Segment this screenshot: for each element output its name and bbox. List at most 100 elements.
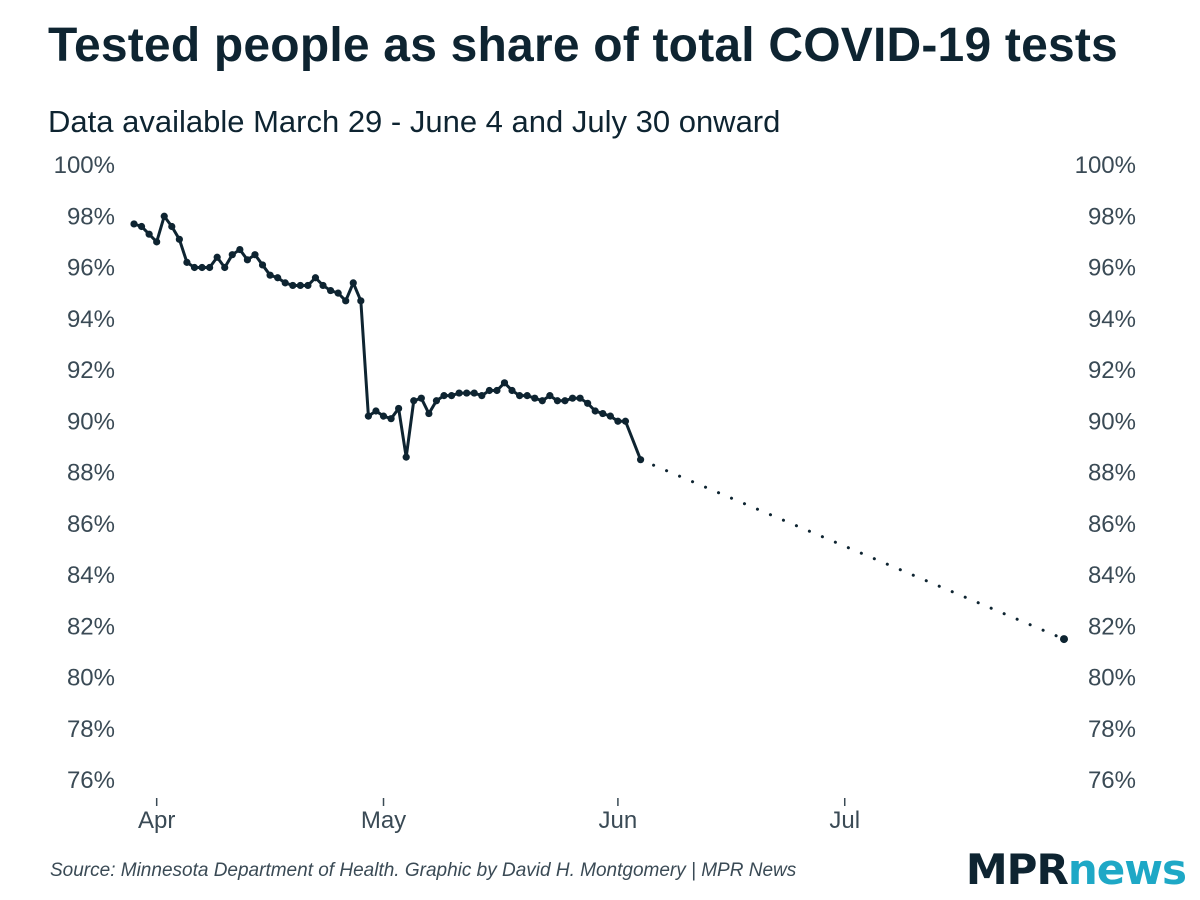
data-point: [258, 261, 267, 269]
data-point: [516, 392, 524, 400]
data-point: [334, 289, 342, 297]
data-point: [621, 417, 630, 425]
data-point: [1060, 635, 1068, 644]
data-point: [508, 386, 516, 395]
x-tick-label: May: [361, 807, 406, 834]
data-point: [349, 279, 357, 287]
data-point: [372, 407, 380, 415]
data-point: [342, 297, 350, 305]
x-tick-label: Jul: [829, 807, 860, 834]
y-tick-label-left: 78%: [67, 716, 115, 743]
y-tick-label-left: 86%: [67, 511, 115, 538]
x-axis-ticks: Apr May Jun Jul: [138, 798, 860, 834]
y-tick-label-right: 78%: [1088, 716, 1136, 743]
data-point: [175, 235, 183, 243]
data-point: [236, 245, 244, 254]
y-tick-label-right: 92%: [1088, 357, 1136, 384]
data-point: [296, 281, 304, 290]
y-tick-label-left: 100%: [54, 152, 115, 179]
data-point: [326, 286, 335, 295]
data-point: [145, 230, 153, 238]
y-tick-label-left: 76%: [67, 767, 115, 794]
data-point: [500, 379, 509, 387]
data-point: [221, 263, 229, 272]
data-point: [213, 253, 221, 261]
data-point: [364, 412, 372, 420]
data-point: [281, 279, 289, 287]
y-axis-right-labels: 100% 98% 96% 94% 92% 90% 88% 86% 84% 82% 80% 78% 76%: [1075, 152, 1136, 794]
data-point: [470, 389, 478, 397]
chart-title: Tested people as share of total COVID-19…: [48, 19, 1118, 72]
y-tick-label-left: 82%: [67, 613, 115, 640]
y-tick-label-left: 98%: [67, 203, 115, 230]
data-point: [614, 417, 622, 425]
data-point: [584, 399, 592, 407]
y-tick-label-left: 92%: [67, 357, 115, 384]
data-point: [455, 389, 463, 397]
data-point: [304, 281, 312, 290]
data-point: [243, 256, 252, 264]
data-point: [463, 389, 471, 397]
y-tick-label-left: 88%: [67, 460, 115, 487]
data-point: [274, 274, 282, 282]
logo-news: news: [1067, 845, 1187, 894]
data-point: [425, 409, 433, 418]
series-line: [133, 214, 642, 461]
y-tick-label-right: 84%: [1088, 562, 1136, 589]
y-tick-label-right: 94%: [1088, 306, 1136, 333]
data-point: [432, 397, 441, 405]
data-point: [410, 397, 418, 405]
y-tick-label-right: 90%: [1088, 408, 1136, 435]
data-point: [523, 392, 531, 400]
logo-mpr: MPR: [965, 845, 1069, 894]
data-point: [206, 263, 214, 272]
gap-dotted-line: [639, 458, 1066, 641]
data-point: [485, 386, 493, 395]
data-point: [417, 394, 425, 402]
data-point: [183, 258, 191, 266]
y-tick-label-left: 80%: [67, 665, 115, 692]
y-tick-label-right: 100%: [1075, 152, 1136, 179]
data-point: [553, 397, 562, 405]
data-point: [591, 407, 599, 415]
y-tick-label-left: 94%: [67, 306, 115, 333]
data-point: [402, 453, 410, 461]
y-tick-label-left: 84%: [67, 562, 115, 589]
data-point: [568, 394, 577, 402]
y-tick-label-right: 76%: [1088, 767, 1136, 794]
data-point: [198, 263, 206, 272]
data-point: [531, 394, 539, 402]
data-point: [289, 281, 297, 290]
data-point: [387, 415, 395, 423]
y-tick-label-right: 96%: [1088, 255, 1136, 282]
data-point: [576, 394, 584, 402]
data-point: [561, 397, 569, 405]
mpr-news-logo: MPRnews: [965, 845, 1187, 894]
data-point: [538, 397, 546, 405]
x-tick-label: Apr: [138, 807, 175, 834]
data-point: [190, 263, 199, 272]
data-point: [319, 281, 327, 290]
data-point: [153, 238, 161, 246]
data-point: [493, 386, 501, 395]
y-tick-label-right: 98%: [1088, 203, 1136, 230]
data-point: [606, 412, 614, 420]
y-tick-label-right: 80%: [1088, 665, 1136, 692]
data-point: [447, 392, 456, 400]
y-axis-left-labels: 100% 98% 96% 94% 92% 90% 88% 86% 84% 82% 80% 78% 76%: [54, 152, 115, 794]
data-point: [311, 274, 320, 282]
data-point: [251, 251, 259, 259]
data-point: [395, 404, 403, 413]
data-point: [379, 412, 388, 420]
data-point: [478, 392, 486, 400]
data-point: [440, 392, 448, 400]
y-tick-label-left: 96%: [67, 255, 115, 282]
x-tick-label: Jun: [599, 807, 638, 834]
data-point: [168, 222, 176, 231]
y-tick-label-left: 90%: [67, 408, 115, 435]
data-point: [546, 392, 554, 400]
y-tick-label-right: 86%: [1088, 511, 1136, 538]
y-tick-label-right: 88%: [1088, 460, 1136, 487]
data-point: [137, 222, 146, 231]
